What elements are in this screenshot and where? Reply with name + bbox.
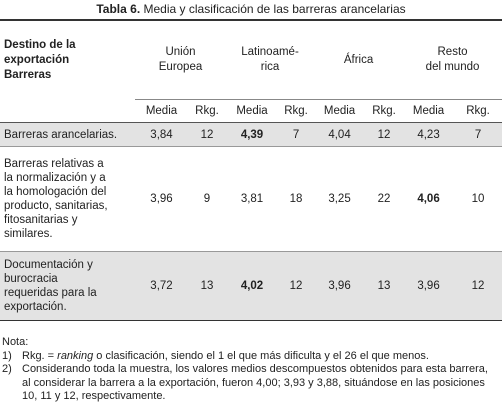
cell: 13 xyxy=(365,251,404,321)
subheader: Media xyxy=(403,99,455,123)
notes-heading: Nota: xyxy=(2,336,29,348)
group-header: Resto del mundo xyxy=(425,46,480,73)
title-label: Tabla 6. xyxy=(96,2,141,16)
cell: 12 xyxy=(454,251,502,321)
subheader: Rkg. xyxy=(188,99,227,123)
cell: 12 xyxy=(365,122,404,147)
note-text: Considerando toda la muestra, los valore… xyxy=(22,363,488,402)
cell: 3,96 xyxy=(314,251,366,321)
note-rest: o clasificación, siendo el 1 el que más … xyxy=(93,349,429,362)
subheader: Rkg. xyxy=(365,99,404,123)
cell: 10 xyxy=(454,146,502,252)
table: Destino de la exportación Barreras Unión… xyxy=(0,19,502,321)
cell: 9 xyxy=(188,146,227,252)
cell: 12 xyxy=(278,251,315,321)
note-text: Rkg. = ranking o clasificación, siendo e… xyxy=(22,350,429,364)
note-number: 2) xyxy=(2,363,12,375)
row-label: Barreras relativas a la normalización y … xyxy=(0,146,135,252)
note: 2) Considerando toda la muestra, los val… xyxy=(2,363,498,404)
cell: 4,23 xyxy=(403,122,455,147)
group-header: Unión Europea xyxy=(158,46,203,73)
cell: 3,96 xyxy=(403,251,455,321)
cell: 4,39 xyxy=(226,122,279,147)
cell: 3,25 xyxy=(314,146,366,252)
cell: 4,06 xyxy=(403,146,455,252)
note-prefix: Rkg. = xyxy=(22,349,58,362)
cell: 7 xyxy=(278,122,315,147)
cell: 12 xyxy=(188,122,227,147)
notes: Nota: 1) Rkg. = ranking o clasificación,… xyxy=(2,336,498,404)
subheader: Media xyxy=(135,99,188,123)
cell: 7 xyxy=(454,122,502,147)
note: 1) Rkg. = ranking o clasificación, siend… xyxy=(2,350,498,364)
row-label: Barreras arancelarias. xyxy=(0,122,135,147)
cell: 3,96 xyxy=(135,146,188,252)
row-label: Documentación y burocracia requeridas pa… xyxy=(0,251,135,321)
cell: 3,81 xyxy=(226,146,279,252)
cell: 22 xyxy=(365,146,404,252)
corner-header: Destino de la exportación Barreras xyxy=(4,38,76,81)
subheader: Media xyxy=(226,99,279,123)
subheader: Media xyxy=(314,99,366,123)
group-header: África xyxy=(343,53,374,66)
subheader: Rkg. xyxy=(278,99,315,123)
table-title: Tabla 6. Media y clasificación de las ba… xyxy=(0,2,502,16)
cell: 18 xyxy=(278,146,315,252)
note-term: ranking xyxy=(57,349,94,362)
cell: 3,72 xyxy=(135,251,188,321)
cell: 4,02 xyxy=(226,251,279,321)
title-text: Media y clasificación de las barreras ar… xyxy=(143,2,406,16)
subheader: Rkg. xyxy=(454,99,502,123)
cell: 13 xyxy=(188,251,227,321)
cell: 4,04 xyxy=(314,122,366,147)
note-number: 1) xyxy=(2,349,12,362)
group-header: Latinoamé- rica xyxy=(241,46,299,73)
blank xyxy=(0,99,135,123)
cell: 3,84 xyxy=(135,122,188,147)
